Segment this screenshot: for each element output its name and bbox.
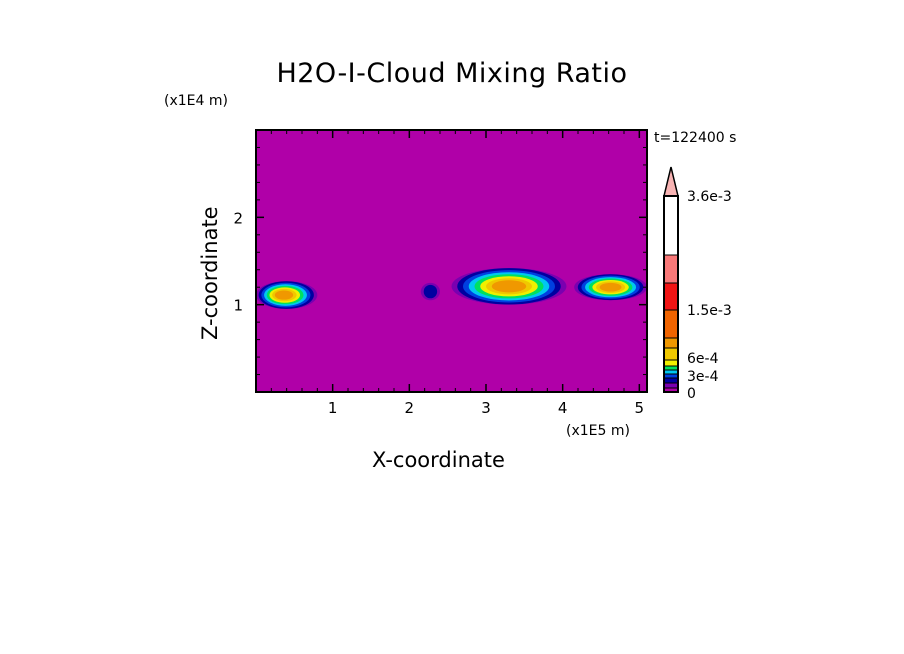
colorbar-extend-triangle: [663, 166, 679, 197]
colorbar-label: 3.6e-3: [687, 189, 732, 205]
contour-level-8: [274, 290, 294, 300]
colorbar-segment: [663, 369, 679, 375]
contour-layer: [256, 267, 647, 310]
colorbar-segment: [663, 282, 679, 311]
colorbar-segment: [663, 382, 679, 389]
colorbar-segment: [663, 347, 679, 361]
x-tick-label: 2: [405, 399, 415, 417]
colorbar-segment: [663, 337, 679, 349]
y-tick-label: 2: [233, 209, 243, 227]
colorbar-segment: [663, 373, 679, 379]
colorbar-segment: [663, 254, 679, 284]
x-tick-label: 1: [328, 399, 338, 417]
colorbar-label: 3e-4: [687, 369, 719, 385]
x-scale-label: (x1E5 m): [566, 423, 630, 439]
plot-frame: [255, 129, 648, 393]
contour-level-2: [423, 284, 438, 299]
x-tick-label: 3: [481, 399, 491, 417]
colorbar-frame: [663, 195, 679, 393]
colorbar-label: 6e-4: [687, 351, 719, 367]
colorbar-segment: [663, 377, 679, 384]
colorbar-segment: [663, 359, 679, 367]
colorbar-segment: [663, 309, 679, 339]
colorbar-segment: [663, 365, 679, 371]
time-label: t=122400 s: [654, 130, 737, 146]
contour-level-8: [491, 280, 527, 293]
contour-level-8: [599, 282, 622, 292]
x-tick-label: 4: [558, 399, 568, 417]
x-tick-label: 5: [635, 399, 645, 417]
y-tick-label: 1: [233, 297, 243, 315]
plot-background: [256, 130, 647, 392]
chart-title: H2O-I-Cloud Mixing Ratio: [276, 58, 628, 89]
colorbar-label: 1.5e-3: [687, 303, 732, 319]
y-scale-label: (x1E4 m): [164, 93, 228, 109]
x-axis-label: X-coordinate: [372, 448, 505, 472]
colorbar-label: 0: [687, 386, 696, 402]
